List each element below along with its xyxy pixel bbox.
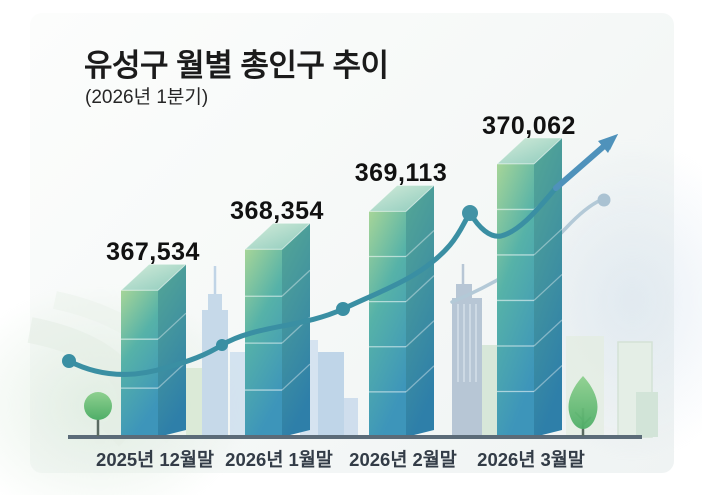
upward-arrow-icon bbox=[553, 134, 618, 191]
trend-dot-2 bbox=[216, 339, 228, 351]
trend-dot-4 bbox=[462, 205, 478, 221]
trend-dot-3 bbox=[336, 302, 350, 316]
x-axis-category-label: 2026년 3월말 bbox=[477, 449, 585, 470]
bar-2025년 12월말 bbox=[119, 263, 188, 437]
trend-dot-1 bbox=[62, 354, 76, 368]
bar-series-group bbox=[119, 137, 564, 437]
chart-title: 유성구 월별 총인구 추이 bbox=[84, 48, 389, 83]
bar-value-label: 368,354 bbox=[230, 197, 324, 226]
bar-2026년 3월말 bbox=[495, 137, 564, 437]
x-axis-category-label: 2026년 2월말 bbox=[349, 449, 457, 470]
tree-icon-left bbox=[84, 392, 112, 436]
bar-value-label: 370,062 bbox=[482, 111, 576, 140]
x-axis-category-label: 2026년 1월말 bbox=[225, 449, 333, 470]
bar-2026년 1월말 bbox=[243, 222, 312, 437]
secondary-curve-endpoint-dot bbox=[597, 193, 611, 207]
main-trend-line bbox=[62, 134, 618, 377]
bar-value-label: 369,113 bbox=[354, 159, 448, 188]
bar-2026년 2월말 bbox=[367, 184, 436, 437]
city-skyline-decoration bbox=[186, 264, 658, 438]
chart-subtitle: (2026년 1분기) bbox=[85, 87, 209, 108]
bar-value-label: 367,534 bbox=[106, 238, 200, 267]
x-axis-category-label: 2025년 12월말 bbox=[96, 449, 214, 470]
tree-icon-right bbox=[568, 376, 598, 436]
